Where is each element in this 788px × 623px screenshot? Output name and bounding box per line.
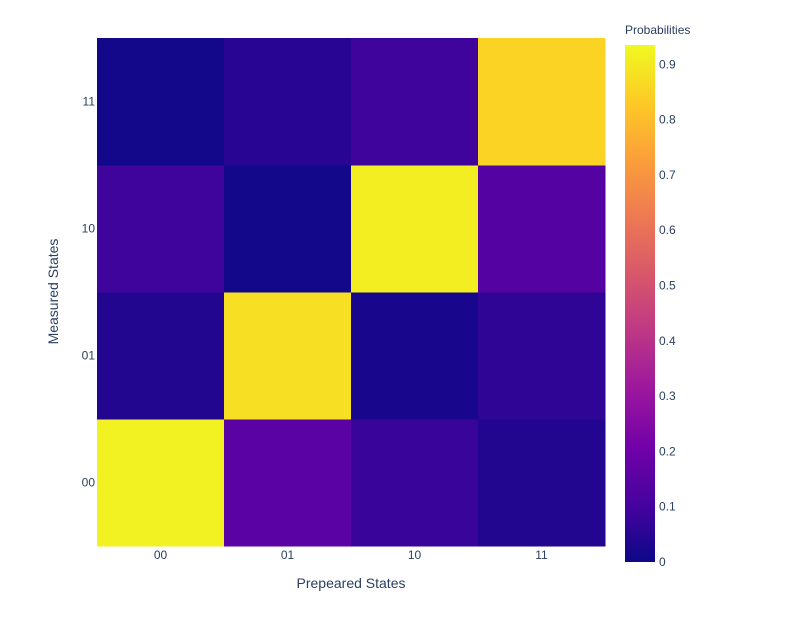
colorbar: Probabilities 00.10.20.30.40.50.60.70.80… — [625, 23, 690, 569]
heatmap-cell — [351, 292, 479, 420]
y-axis-title: Measured States — [45, 239, 61, 345]
heatmap-cell — [351, 419, 479, 547]
heatmap-cell — [478, 419, 606, 547]
heatmap-cell — [351, 165, 479, 293]
heatmap-cell — [224, 419, 352, 547]
heatmap-cell — [478, 38, 606, 166]
y-tick-label: 10 — [82, 222, 96, 236]
colorbar-tick-label: 0.6 — [659, 223, 676, 237]
colorbar-gradient — [625, 45, 655, 562]
y-tick-label: 11 — [83, 95, 96, 109]
x-tick-label: 10 — [408, 548, 422, 562]
colorbar-tick-label: 0 — [659, 555, 666, 569]
colorbar-tick-label: 0.2 — [659, 444, 676, 458]
colorbar-tick-label: 0.5 — [659, 279, 676, 293]
y-tick-label: 00 — [82, 476, 96, 490]
x-tick-label: 00 — [154, 548, 168, 562]
x-axis-title: Prepeared States — [297, 575, 406, 591]
colorbar-title: Probabilities — [625, 23, 690, 37]
colorbar-tick-label: 0.3 — [659, 389, 676, 403]
heatmap-cell — [224, 165, 352, 293]
heatmap-cell — [224, 38, 352, 166]
colorbar-ticks: 0 0.1 0.2 0.3 0.4 0.5 0.6 0.7 0.8 0.9 — [659, 57, 676, 569]
colorbar-tick-label: 0.7 — [659, 168, 676, 182]
heatmap-cells — [97, 38, 606, 547]
x-tick-label: 01 — [281, 548, 295, 562]
heatmap-cell — [478, 165, 606, 293]
heatmap-cell — [97, 292, 225, 420]
colorbar-tick-label: 0.1 — [659, 500, 676, 514]
heatmap-cell — [97, 419, 225, 547]
y-tick-label: 01 — [82, 349, 96, 363]
colorbar-tick-label: 0.4 — [659, 334, 676, 348]
x-axis-ticks: 00 01 10 11 — [154, 548, 548, 562]
x-tick-label: 11 — [535, 548, 548, 562]
heatmap-cell — [351, 38, 479, 166]
heatmap-cell — [97, 165, 225, 293]
heatmap-cell — [478, 292, 606, 420]
heatmap-cell — [224, 292, 352, 420]
colorbar-tick-label: 0.9 — [659, 57, 676, 71]
colorbar-tick-label: 0.8 — [659, 113, 676, 127]
y-axis-ticks: 00 01 10 11 — [82, 95, 96, 490]
heatmap-cell — [97, 38, 225, 166]
